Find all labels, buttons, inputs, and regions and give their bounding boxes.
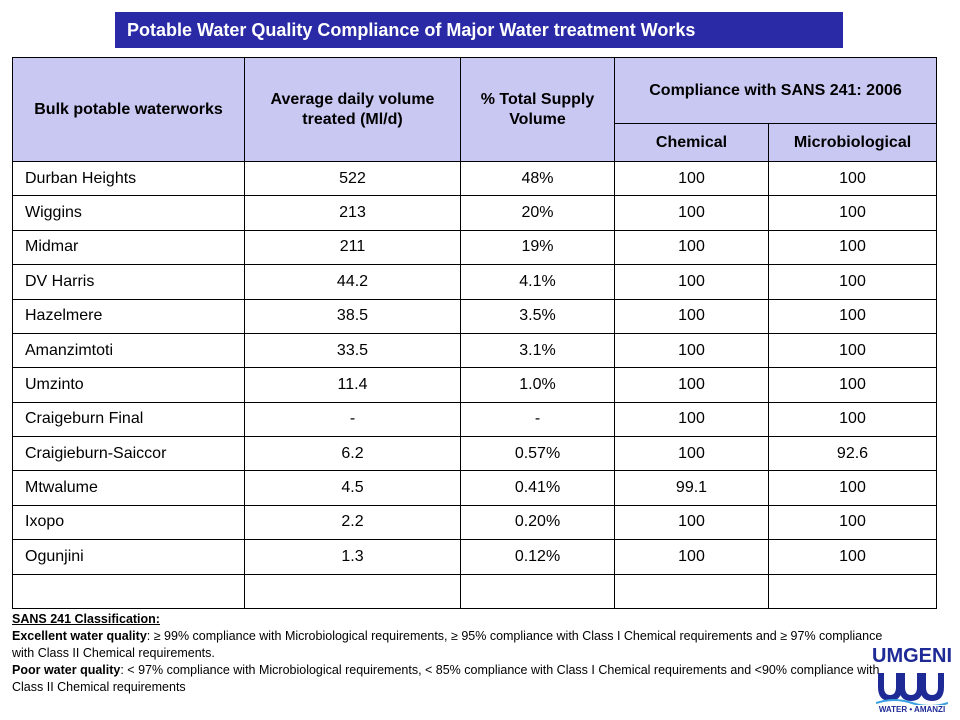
cell-microbiological: 100 (768, 264, 937, 300)
poor-note: Poor water quality: < 97% compliance wit… (12, 662, 888, 696)
table-row: Ogunjini 1.3 0.12% 100 100 (12, 539, 937, 575)
cell-chemical: 100 (614, 367, 769, 403)
cell-supply: 48% (460, 160, 615, 197)
cell-works: DV Harris (12, 264, 245, 300)
cell-microbiological: 100 (768, 332, 937, 369)
cell-works: Craigeburn Final (12, 401, 245, 438)
table-row: Wiggins 213 20% 100 100 (12, 195, 937, 231)
excellent-note: Excellent water quality: ≥ 99% complianc… (12, 628, 888, 662)
cell-microbiological: 100 (768, 195, 937, 231)
cell-chemical: 100 (614, 195, 769, 231)
cell-supply: 0.41% (460, 470, 615, 506)
cell-microbiological: 100 (768, 367, 937, 403)
cell-works: Mtwalume (12, 470, 245, 506)
cell-chemical: 100 (614, 401, 769, 438)
cell-microbiological: 100 (768, 539, 937, 575)
water-quality-table: Bulk potable waterworks Average daily vo… (12, 57, 937, 609)
table-row: DV Harris 44.2 4.1% 100 100 (12, 264, 937, 300)
cell-volume: 11.4 (244, 367, 461, 403)
table-row: Amanzimtoti 33.5 3.1% 100 100 (12, 332, 937, 369)
table-row: Craigeburn Final - -100 100 (12, 401, 937, 438)
cell-chemical: 100 (614, 229, 769, 266)
table-row: Craigieburn-Saiccor 6.2 0.57% 100 92.6 (12, 435, 937, 472)
cell-supply: 0.12% (460, 539, 615, 575)
cell-works: Wiggins (12, 195, 245, 231)
table-row: Durban Heights 522 48% 100 100 (12, 160, 937, 197)
cell-chemical (614, 573, 769, 609)
umgeni-logo: UMGENI WATER • AMANZI (872, 645, 952, 717)
page-title: Potable Water Quality Compliance of Majo… (115, 12, 843, 48)
cell-works: Ixopo (12, 504, 245, 541)
cell-works: Umzinto (12, 367, 245, 403)
cell-volume: 211 (244, 229, 461, 266)
cell-chemical: 100 (614, 298, 769, 334)
logo-name: UMGENI (872, 645, 952, 667)
cell-volume: 2.2 (244, 504, 461, 541)
cell-volume: 1.3 (244, 539, 461, 575)
cell-volume: 33.5 (244, 332, 461, 369)
header-works: Bulk potable waterworks (12, 57, 245, 162)
header-microbiological: Microbiological (768, 123, 937, 162)
water-waves-icon (876, 673, 948, 705)
cell-works: Durban Heights (12, 160, 245, 197)
cell-chemical: 100 (614, 160, 769, 197)
cell-microbiological: 100 (768, 470, 937, 506)
cell-works: Ogunjini (12, 539, 245, 575)
header-chemical: Chemical (614, 123, 769, 162)
table-row: Mtwalume 4.5 0.41% 99.1 100 (12, 470, 937, 506)
table-row: Umzinto 11.4 1.0% 100 100 (12, 367, 937, 403)
cell-works: Amanzimtoti (12, 332, 245, 369)
poor-text: : < 97% compliance with Microbiological … (12, 663, 880, 694)
cell-chemical: 100 (614, 332, 769, 369)
cell-supply: 19% (460, 229, 615, 266)
excellent-text: : ≥ 99% compliance with Microbiological … (12, 629, 883, 660)
cell-microbiological: 92.6 (768, 435, 937, 472)
cell-volume: 213 (244, 195, 461, 231)
cell-works: Hazelmere (12, 298, 245, 334)
cell-supply: 1.0% (460, 367, 615, 403)
cell-microbiological: 100 (768, 401, 937, 438)
cell-supply: 3.1% (460, 332, 615, 369)
cell-volume: 38.5 (244, 298, 461, 334)
cell-works: Midmar (12, 229, 245, 266)
header-compliance: Compliance with SANS 241: 2006 (614, 57, 937, 124)
classification-notes: SANS 241 Classification: Excellent water… (12, 611, 888, 696)
cell-chemical: 100 (614, 539, 769, 575)
cell-works: Craigieburn-Saiccor (12, 435, 245, 472)
cell-supply (460, 573, 615, 609)
cell-chemical: 100 (614, 435, 769, 472)
cell-supply: 4.1% (460, 264, 615, 300)
cell-microbiological: 100 (768, 504, 937, 541)
poor-label: Poor water quality (12, 663, 121, 677)
logo-tagline: WATER • AMANZI (878, 705, 946, 714)
table-row: Ixopo 2.2 0.20% 100 100 (12, 504, 937, 541)
cell-supply: 3.5% (460, 298, 615, 334)
header-supply: % Total Supply Volume (460, 57, 615, 162)
cell-supply: - (460, 401, 615, 438)
cell-volume: 6.2 (244, 435, 461, 472)
table-row: Hazelmere 38.5 3.5% 100 100 (12, 298, 937, 334)
cell-works (12, 573, 245, 609)
cell-volume: 4.5 (244, 470, 461, 506)
cell-volume: 522 (244, 160, 461, 197)
cell-chemical: 100 (614, 264, 769, 300)
notes-heading: SANS 241 Classification: (12, 612, 160, 626)
cell-supply: 0.57% (460, 435, 615, 472)
cell-microbiological: 100 (768, 160, 937, 197)
cell-microbiological: 100 (768, 298, 937, 334)
cell-supply: 0.20% (460, 504, 615, 541)
cell-volume: - (244, 401, 461, 438)
header-volume: Average daily volume treated (Ml/d) (244, 57, 461, 162)
table-row (12, 573, 937, 609)
cell-chemical: 100 (614, 504, 769, 541)
table-row: Midmar 211 19% 100 100 (12, 229, 937, 266)
cell-volume: 44.2 (244, 264, 461, 300)
cell-microbiological (768, 573, 937, 609)
cell-volume (244, 573, 461, 609)
cell-supply: 20% (460, 195, 615, 231)
cell-microbiological: 100 (768, 229, 937, 266)
cell-chemical: 99.1 (614, 470, 769, 506)
excellent-label: Excellent water quality (12, 629, 147, 643)
